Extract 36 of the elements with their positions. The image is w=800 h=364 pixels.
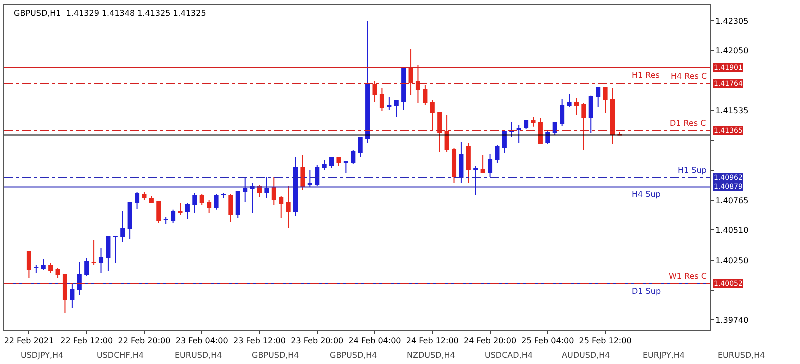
ref-line-label: W1 Res C bbox=[669, 272, 708, 281]
text: GBPUSD,H1 1.41329 1.41348 1.41325 1.41325 bbox=[14, 9, 206, 18]
y-tick-label: 1.42305 bbox=[716, 16, 749, 26]
text: GBPUSD,H4 bbox=[252, 351, 300, 360]
y-tick-label: 1.41535 bbox=[716, 106, 749, 116]
text: GBPUSD,H4 bbox=[330, 351, 378, 360]
y-tick-label: 1.40510 bbox=[716, 226, 749, 236]
ref-line-label: D1 Res C bbox=[670, 119, 707, 128]
ref-line-label: H1 Sup bbox=[678, 166, 707, 175]
y-tick-label: 1.40765 bbox=[716, 196, 749, 206]
x-tick-label: 25 Feb 12:00 bbox=[579, 336, 632, 346]
ref-line-label: D1 Sup bbox=[632, 287, 662, 296]
x-tick-label: 23 Feb 20:00 bbox=[291, 336, 344, 346]
y-tick-label: 1.40250 bbox=[716, 256, 749, 266]
text: USDJPY,H4 bbox=[21, 351, 64, 360]
text: EURUSD,H4 bbox=[175, 351, 222, 360]
x-tick-label: 22 Feb 2021 bbox=[4, 336, 54, 346]
x-tick-label: 24 Feb 20:00 bbox=[464, 336, 517, 346]
text: NZDUSD,H4 bbox=[407, 351, 456, 360]
x-tick-label: 22 Feb 12:00 bbox=[60, 336, 114, 346]
ref-line-label: H1 Res bbox=[632, 71, 660, 80]
y-tick-label: 1.39740 bbox=[716, 316, 749, 325]
ref-line-label: H4 Sup bbox=[632, 190, 661, 199]
text: AUDUSD,H4 bbox=[562, 351, 610, 360]
ref-line-label: H4 Res C bbox=[671, 72, 708, 81]
x-tick-label: 24 Feb 04:00 bbox=[348, 336, 402, 346]
x-tick-label: 24 Feb 12:00 bbox=[406, 336, 459, 346]
x-tick-label: 23 Feb 04:00 bbox=[176, 336, 228, 346]
text: USDCAD,H4 bbox=[485, 351, 533, 360]
text: EURUSD,H4 bbox=[718, 351, 766, 360]
text: EURJPY,H4 bbox=[643, 351, 686, 360]
y-tick-label: 1.42050 bbox=[716, 46, 749, 56]
x-tick-label: 25 Feb 04:00 bbox=[522, 336, 574, 346]
x-tick-label: 23 Feb 12:00 bbox=[234, 336, 286, 346]
x-tick-label: 22 Feb 20:00 bbox=[118, 336, 171, 346]
text: USDCHF,H4 bbox=[97, 351, 144, 360]
